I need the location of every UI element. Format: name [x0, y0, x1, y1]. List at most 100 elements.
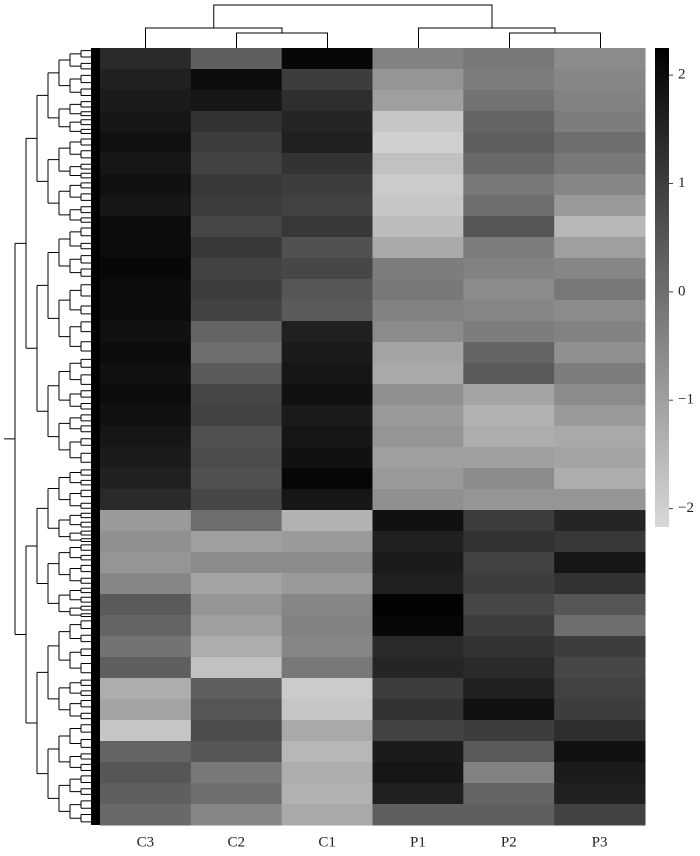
colorbar-tick-label: −1: [678, 392, 694, 408]
heatmap-cell: [190, 468, 283, 490]
heatmap-cell: [281, 174, 373, 196]
heatmap-cell: [372, 342, 464, 364]
heatmap-cell: [190, 678, 283, 700]
heatmap-cell: [554, 174, 646, 196]
heatmap-cell: [554, 69, 646, 91]
heatmap-cell: [190, 300, 283, 322]
heatmap-cell: [554, 552, 646, 574]
heatmap-cell: [372, 657, 464, 679]
heatmap-cell: [372, 741, 464, 763]
heatmap-cell: [554, 489, 646, 511]
heatmap-cell: [281, 678, 373, 700]
heatmap-cell: [100, 321, 192, 343]
heatmap-cell: [463, 531, 555, 553]
heatmap-cell: [463, 195, 555, 217]
heatmap-cell: [554, 573, 646, 595]
heatmap-cell: [190, 321, 283, 343]
heatmap-cell: [190, 657, 283, 679]
heatmap-cell: [372, 258, 464, 280]
heatmap-cell: [281, 384, 373, 406]
heatmap-cell: [463, 48, 555, 70]
heatmap-cell: [554, 804, 646, 826]
heatmap-cell: [100, 405, 192, 427]
heatmap-cell: [372, 300, 464, 322]
heatmap-cell: [100, 363, 192, 385]
heatmap-cell: [281, 300, 373, 322]
heatmap-cell: [554, 258, 646, 280]
heatmap-cell: [463, 573, 555, 595]
heatmap-cell: [100, 552, 192, 574]
heatmap-cell: [372, 762, 464, 784]
heatmap-cell: [281, 762, 373, 784]
heatmap-cell: [372, 279, 464, 301]
heatmap-cell: [554, 426, 646, 448]
heatmap-cell: [100, 783, 192, 805]
heatmap-cell: [554, 594, 646, 616]
heatmap-cell: [281, 804, 373, 826]
colorbar-tick-label: 0: [678, 283, 686, 299]
heatmap-cell: [463, 321, 555, 343]
heatmap-cell: [281, 111, 373, 133]
heatmap-cell: [100, 300, 192, 322]
heatmap-cell: [463, 300, 555, 322]
heatmap-cell: [190, 552, 283, 574]
heatmap-cell: [554, 615, 646, 637]
colorbar: [655, 48, 669, 527]
heatmap-cell: [372, 699, 464, 721]
column-dendrogram: [145, 4, 601, 48]
heatmap-cell: [100, 258, 192, 280]
heatmap-cell: [100, 69, 192, 91]
heatmap-cell: [463, 153, 555, 175]
heatmap-cell: [281, 573, 373, 595]
heatmap-cell: [281, 531, 373, 553]
heatmap-cell: [281, 783, 373, 805]
heatmap-cell: [463, 552, 555, 574]
heatmap-cell: [190, 90, 283, 112]
heatmap-cell: [100, 48, 192, 70]
heatmap-cell: [463, 615, 555, 637]
heatmap-cell: [554, 783, 646, 805]
heatmap-cell: [554, 468, 646, 490]
heatmap-cell: [100, 111, 192, 133]
heatmap-cell: [281, 363, 373, 385]
heatmap-cell: [463, 447, 555, 469]
heatmap-cell: [100, 573, 192, 595]
heatmap-cell: [372, 783, 464, 805]
heatmap-cell: [463, 384, 555, 406]
heatmap-cell: [100, 657, 192, 679]
heatmap-cell: [554, 636, 646, 658]
heatmap-cell: [281, 615, 373, 637]
heatmap-cell: [463, 111, 555, 133]
heatmap-cell: [372, 69, 464, 91]
heatmap-cell: [372, 174, 464, 196]
heatmap-cell: [100, 594, 192, 616]
heatmap-cell: [554, 237, 646, 259]
heatmap-cell: [372, 594, 464, 616]
heatmap-cell: [100, 741, 192, 763]
heatmap-cell: [463, 363, 555, 385]
heatmap-cell: [554, 699, 646, 721]
heatmap-cell: [190, 699, 283, 721]
heatmap-cell: [281, 657, 373, 679]
heatmap-cell: [463, 258, 555, 280]
heatmap-cell: [281, 195, 373, 217]
heatmap-cell: [554, 48, 646, 70]
heatmap-cell: [372, 153, 464, 175]
heatmap-cell: [372, 321, 464, 343]
heatmap-cell: [281, 237, 373, 259]
heatmap-cell: [372, 216, 464, 238]
heatmap-cell: [190, 426, 283, 448]
heatmap-cell: [100, 468, 192, 490]
heatmap-cell: [554, 447, 646, 469]
heatmap-cell: [372, 573, 464, 595]
heatmap-cell: [100, 804, 192, 826]
heatmap-cell: [463, 762, 555, 784]
heatmap-cell: [100, 762, 192, 784]
heatmap-cell: [372, 468, 464, 490]
heatmap-cell: [190, 216, 283, 238]
heatmap-cell: [463, 90, 555, 112]
heatmap-cell: [190, 594, 283, 616]
heatmap-cell: [554, 510, 646, 532]
heatmap-cell: [100, 342, 192, 364]
